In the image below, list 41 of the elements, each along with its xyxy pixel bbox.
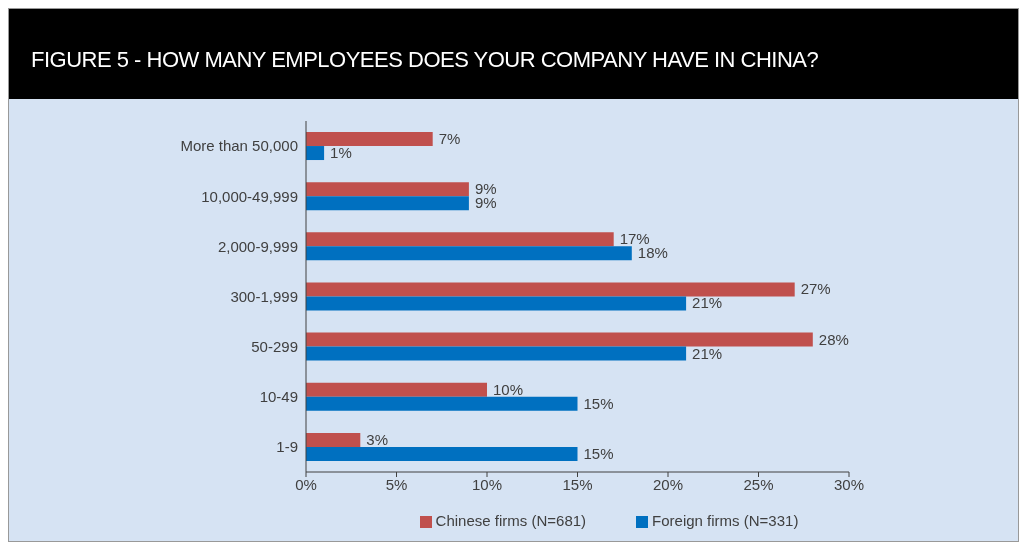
- data-label: 15%: [583, 444, 614, 462]
- data-label: 28%: [818, 330, 849, 348]
- bar: [306, 232, 614, 247]
- bar: [306, 382, 487, 397]
- bar: [306, 282, 795, 297]
- bar: [306, 396, 578, 411]
- legend-label: Foreign firms (N=331): [652, 512, 799, 529]
- bar: [306, 446, 578, 461]
- bar: [306, 182, 469, 197]
- bar: [306, 132, 433, 147]
- y-tick-label: 50-299: [251, 337, 298, 355]
- data-label: 3%: [366, 430, 388, 448]
- bar: [306, 196, 469, 211]
- x-tick-label: 10%: [471, 475, 503, 493]
- chart-title: FIGURE 5 - HOW MANY EMPLOYEES DOES YOUR COMPANY HAVE IN CHINA?: [9, 9, 1018, 99]
- data-label: 10%: [493, 380, 524, 398]
- x-tick-label: 5%: [385, 475, 408, 493]
- data-label: 15%: [583, 394, 614, 412]
- legend-label: Chinese firms (N=681): [435, 512, 587, 529]
- bar: [306, 346, 687, 361]
- y-tick-label: 10-49: [259, 388, 298, 406]
- bar: [306, 296, 687, 311]
- data-label: 1%: [330, 144, 352, 162]
- y-tick-label: 300-1,999: [230, 287, 298, 305]
- bar: [306, 432, 361, 447]
- x-tick-label: 20%: [652, 475, 684, 493]
- x-tick-label: 15%: [562, 475, 593, 493]
- bar: [306, 146, 325, 161]
- y-tick-label: 2,000-9,999: [217, 237, 298, 255]
- y-tick-label: More than 50,000: [180, 137, 298, 155]
- data-label: 21%: [692, 294, 723, 312]
- bar: [306, 246, 632, 261]
- data-label: 27%: [800, 280, 831, 298]
- x-tick-label: 25%: [743, 475, 774, 493]
- data-label: 7%: [438, 130, 461, 148]
- bar: [306, 332, 813, 347]
- y-tick-label: 10,000-49,999: [201, 187, 298, 205]
- y-tick-label: 1-9: [276, 438, 298, 456]
- x-tick-label: 0%: [295, 475, 317, 493]
- data-label: 21%: [692, 344, 723, 362]
- x-tick-label: 30%: [833, 475, 865, 493]
